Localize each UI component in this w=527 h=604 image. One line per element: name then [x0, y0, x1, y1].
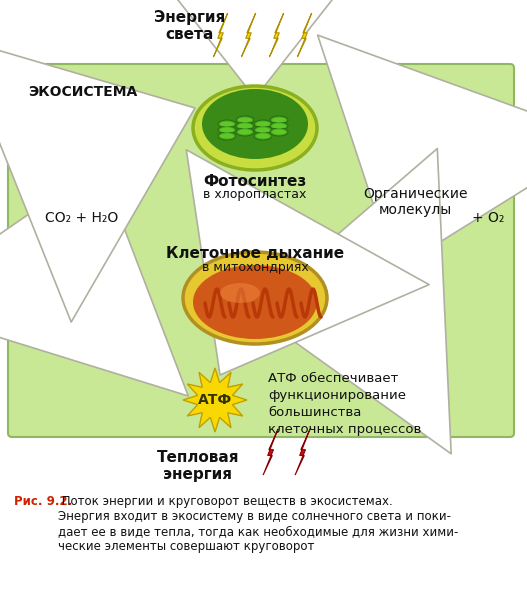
Text: Энергия
света: Энергия света	[154, 10, 226, 42]
Text: Органические
молекулы: Органические молекулы	[363, 187, 467, 217]
Ellipse shape	[218, 126, 236, 134]
Ellipse shape	[254, 120, 272, 128]
Ellipse shape	[254, 126, 272, 134]
Polygon shape	[297, 13, 311, 57]
Text: Фотосинтез: Фотосинтез	[203, 174, 307, 189]
Text: Поток энергии и круговорот веществ в экосистемах.
Энергия входит в экосистему в : Поток энергии и круговорот веществ в эко…	[58, 495, 458, 553]
Ellipse shape	[256, 133, 270, 138]
Text: Клеточное дыхание: Клеточное дыхание	[166, 246, 344, 261]
Ellipse shape	[254, 132, 272, 140]
Ellipse shape	[220, 127, 234, 132]
Ellipse shape	[238, 118, 252, 123]
Text: CO₂ + H₂O: CO₂ + H₂O	[45, 211, 119, 225]
Ellipse shape	[272, 129, 286, 135]
Polygon shape	[213, 13, 228, 57]
Ellipse shape	[238, 123, 252, 129]
Text: в хлоропластах: в хлоропластах	[203, 188, 307, 201]
Ellipse shape	[183, 252, 327, 344]
Ellipse shape	[220, 121, 234, 126]
Ellipse shape	[193, 86, 317, 170]
Ellipse shape	[236, 116, 254, 124]
Text: Тепловая
энергия: Тепловая энергия	[157, 450, 239, 483]
Ellipse shape	[218, 120, 236, 128]
Ellipse shape	[272, 123, 286, 129]
Ellipse shape	[220, 283, 260, 303]
Text: Рис. 9.2.: Рис. 9.2.	[14, 495, 72, 508]
Polygon shape	[295, 429, 310, 475]
Text: АТФ: АТФ	[198, 393, 232, 407]
Ellipse shape	[256, 121, 270, 126]
Ellipse shape	[238, 129, 252, 135]
Ellipse shape	[270, 122, 288, 130]
Ellipse shape	[193, 265, 317, 339]
Text: АТФ обеспечивает
функционирование
большинства
клеточных процессов: АТФ обеспечивает функционирование больши…	[268, 372, 422, 436]
Ellipse shape	[272, 118, 286, 123]
Ellipse shape	[236, 122, 254, 130]
FancyBboxPatch shape	[8, 64, 514, 437]
Ellipse shape	[220, 133, 234, 138]
Polygon shape	[241, 13, 256, 57]
Ellipse shape	[256, 127, 270, 132]
Ellipse shape	[236, 128, 254, 136]
Polygon shape	[269, 13, 284, 57]
Polygon shape	[263, 429, 278, 475]
Polygon shape	[183, 368, 247, 432]
Text: в митохондриях: в митохондриях	[202, 261, 308, 274]
Ellipse shape	[270, 128, 288, 136]
Text: ЭКОСИСТЕМА: ЭКОСИСТЕМА	[28, 85, 137, 99]
Ellipse shape	[202, 89, 308, 159]
Ellipse shape	[218, 132, 236, 140]
Text: + O₂: + O₂	[472, 211, 504, 225]
Ellipse shape	[270, 116, 288, 124]
